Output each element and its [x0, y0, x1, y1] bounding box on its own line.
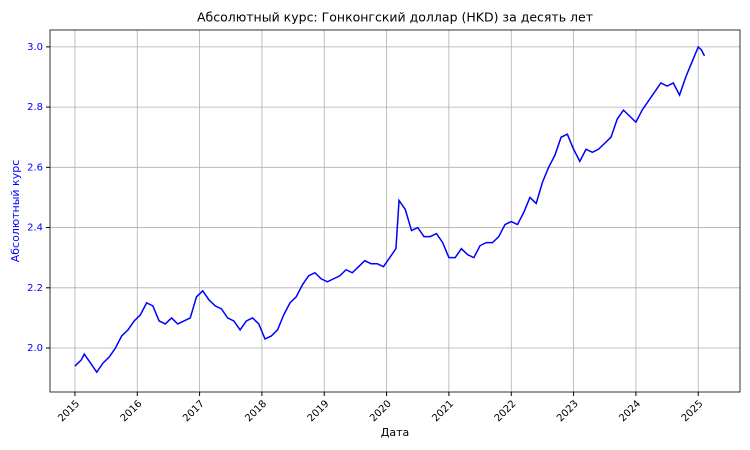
x-tick-label: 2019 — [306, 398, 332, 424]
y-tick-label: 2.6 — [27, 162, 43, 173]
y-axis-label: Абсолютный курс — [9, 160, 22, 263]
x-axis-label: Дата — [381, 426, 409, 439]
chart-title: Абсолютный курс: Гонконгский доллар (HKD… — [197, 10, 593, 25]
x-tick-label: 2021 — [430, 398, 456, 424]
x-tick-label: 2015 — [56, 398, 82, 424]
y-tick-label: 3.0 — [27, 42, 43, 53]
x-tick-label: 2024 — [617, 398, 643, 424]
line — [74, 45, 706, 374]
y-tick-label: 2.8 — [27, 102, 43, 113]
y-tick-label: 2.0 — [27, 343, 43, 354]
x-tick-label: 2017 — [181, 398, 207, 424]
x-tick-label: 2022 — [493, 398, 519, 424]
x-tick-label: 2018 — [243, 398, 269, 424]
y-tick-label: 2.4 — [27, 223, 43, 234]
x-tick-label: 2016 — [119, 398, 145, 424]
x-tick-label: 2020 — [368, 398, 394, 424]
plot-frame — [49, 29, 741, 393]
x-tick-label: 2023 — [555, 398, 581, 424]
y-tick-label: 2.2 — [27, 283, 43, 294]
x-tick-label: 2025 — [680, 398, 706, 424]
